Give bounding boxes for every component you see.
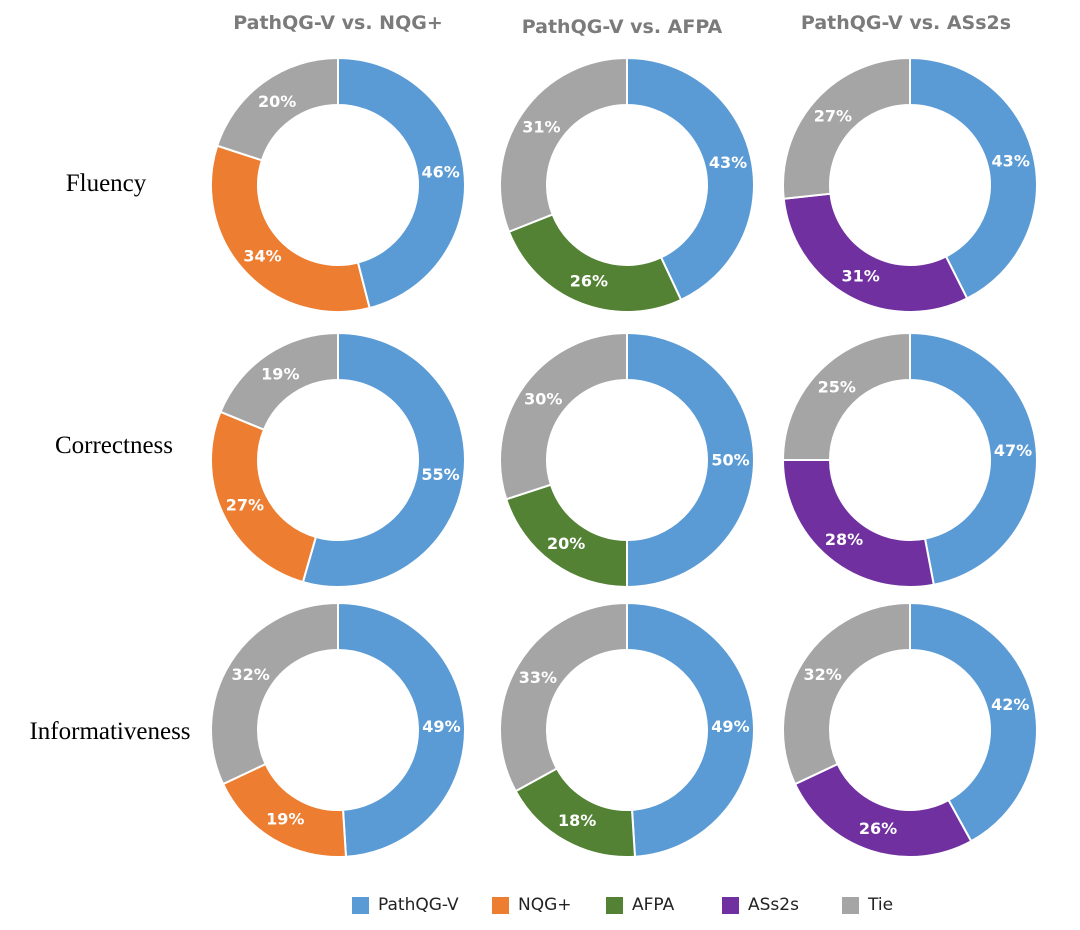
slice-tie (781, 331, 911, 461)
slice-label-nqg: 34% (243, 246, 281, 265)
slice-label-pathqg-v: 49% (711, 717, 749, 736)
slice-tie (782, 56, 911, 200)
slice-pathqg-v (909, 56, 1038, 300)
slice-ass2s (782, 192, 969, 313)
slice-nqg (210, 144, 371, 313)
legend-label-nqg: NQG+ (518, 895, 572, 915)
row-label-informativeness: Informativeness (29, 718, 191, 745)
slice-afpa (507, 213, 683, 313)
slice-tie (219, 331, 339, 431)
slice-label-nqg: 19% (266, 810, 304, 829)
column-title-nqg: PathQG-V vs. NQG+ (233, 12, 443, 34)
slice-pathqg-v (909, 331, 1038, 586)
slice-pathqg-v (626, 56, 755, 302)
legend: PathQG-V NQG+ AFPA ASs2s Tie (0, 892, 1080, 918)
slice-label-tie: 31% (522, 117, 560, 136)
donut-correctness-ass2s: 47% 28% 25% (781, 331, 1038, 588)
slice-pathqg-v (909, 601, 1038, 843)
slice-pathqg-v (626, 331, 755, 589)
slice-tie (499, 331, 628, 501)
legend-label-tie: Tie (868, 895, 894, 915)
legend-item-tie: Tie (842, 892, 893, 918)
slice-label-afpa: 20% (547, 534, 585, 553)
slice-ass2s (781, 459, 935, 588)
slice-tie (215, 56, 339, 162)
donut-fluency-nqg: 46% 34% 20% (210, 56, 466, 313)
slice-ass2s (793, 762, 973, 858)
slice-label-pathqg-v: 55% (421, 465, 459, 484)
legend-item-ass2s: ASs2s (722, 892, 799, 918)
column-title-ass2s: PathQG-V vs. ASs2s (800, 12, 1012, 34)
slice-label-ass2s: 28% (825, 530, 863, 549)
slice-label-pathqg-v: 50% (711, 451, 749, 470)
slice-label-pathqg-v: 43% (709, 153, 747, 172)
legend-item-pathqg-v: PathQG-V (352, 892, 459, 918)
slice-label-pathqg-v: 42% (991, 695, 1029, 714)
legend-swatch-nqg (492, 896, 509, 914)
donut-correctness-afpa: 50% 20% 30% (499, 331, 755, 589)
slice-tie (499, 56, 628, 234)
row-label-fluency: Fluency (65, 170, 147, 197)
slice-label-afpa: 18% (558, 811, 596, 830)
legend-swatch-pathqg-v (352, 896, 369, 914)
legend-swatch-ass2s (722, 896, 739, 914)
slice-label-ass2s: 26% (859, 819, 897, 838)
legend-swatch-afpa (606, 896, 623, 914)
slice-pathqg-v (337, 56, 466, 310)
slice-label-tie: 32% (231, 665, 269, 684)
legend-label-afpa: AFPA (632, 895, 675, 915)
slice-pathqg-v (337, 601, 466, 858)
donut-informativeness-afpa: 49% 18% 33% (499, 601, 755, 858)
legend-label-ass2s: ASs2s (748, 895, 799, 915)
slice-label-pathqg-v: 47% (994, 441, 1032, 460)
slice-label-tie: 33% (519, 668, 557, 687)
row-label-correctness: Correctness (54, 432, 174, 459)
slice-label-ass2s: 31% (841, 266, 879, 285)
slice-label-pathqg-v: 49% (422, 717, 460, 736)
slice-pathqg-v (301, 331, 466, 588)
slice-label-tie: 20% (258, 92, 296, 111)
slice-label-pathqg-v: 46% (422, 163, 460, 182)
slice-label-tie: 25% (818, 377, 856, 396)
slice-label-tie: 27% (814, 106, 852, 125)
slice-tie (210, 601, 339, 786)
slice-tie (499, 601, 628, 793)
legend-swatch-tie (842, 896, 859, 914)
donut-fluency-ass2s: 43% 31% 27% (782, 56, 1038, 313)
slice-label-pathqg-v: 43% (992, 152, 1030, 171)
slice-label-tie: 19% (261, 365, 299, 384)
slice-tie (782, 601, 911, 786)
donut-correctness-nqg: 55% 27% 19% (210, 331, 466, 588)
legend-label-pathqg-v: PathQG-V (378, 895, 459, 915)
slice-label-afpa: 26% (570, 272, 608, 291)
slice-label-nqg: 27% (226, 496, 264, 515)
donut-informativeness-nqg: 49% 19% 32% (210, 601, 466, 858)
column-title-afpa: PathQG-V vs. AFPA (521, 16, 723, 38)
legend-item-afpa: AFPA (606, 892, 674, 918)
donut-fluency-afpa: 43% 26% 31% (499, 56, 755, 313)
slice-label-tie: 32% (803, 665, 841, 684)
slice-pathqg-v (626, 601, 755, 858)
slice-label-tie: 30% (524, 390, 562, 409)
legend-item-nqg: NQG+ (492, 892, 572, 918)
donut-informativeness-ass2s: 42% 26% 32% (782, 601, 1038, 858)
donut-grid: 46% 34% 20% 43% 26% 31% 43% 31% 27% 55% 27% 19% 50% 2… (210, 56, 1038, 858)
